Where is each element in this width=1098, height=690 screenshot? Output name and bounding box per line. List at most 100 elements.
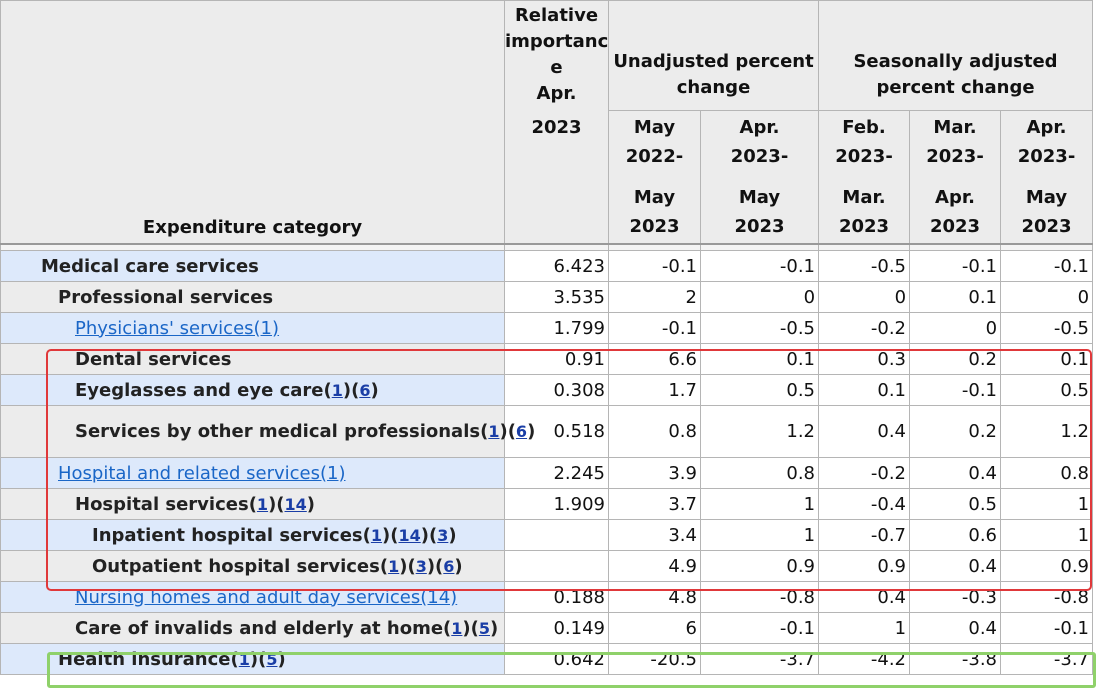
relative-importance-cell: 1.909 <box>504 488 609 520</box>
value-cell: 1.2 <box>1000 405 1094 458</box>
category-cell: Medical care services <box>0 250 505 282</box>
value-cell: 0.4 <box>818 405 911 458</box>
footnote-link[interactable]: 1 <box>451 618 463 638</box>
table-row: Health insurance(1)(5) 0.642 -20.5 -3.7 … <box>0 643 1094 675</box>
category-cell: Health insurance(1)(5) <box>0 643 505 675</box>
period-header: May 2022- May 2023 <box>608 110 701 244</box>
period-header: Apr. 2023- May 2023 <box>699 110 820 244</box>
value-cell: 1 <box>1000 519 1094 551</box>
footnote-link[interactable]: 6 <box>359 380 371 400</box>
value-cell: -0.1 <box>1000 250 1094 282</box>
footnote-link[interactable]: 5 <box>478 618 491 638</box>
expenditure-category-header: Expenditure category <box>0 0 505 244</box>
physicians-services-link[interactable]: Physicians' services(1) <box>75 317 280 339</box>
table-row: Care of invalids and elderly at home(1)(… <box>0 612 1094 644</box>
value-cell: -0.5 <box>1000 312 1094 344</box>
value-cell: 0.5 <box>699 374 820 406</box>
value-cell: -0.1 <box>699 250 820 282</box>
footnote-link[interactable]: 1 <box>238 649 250 669</box>
footnote-link[interactable]: 3 <box>437 525 449 545</box>
period-header: Apr. 2023- May 2023 <box>1000 110 1094 244</box>
relative-importance-cell: 0.642 <box>504 643 609 675</box>
value-cell: 0.6 <box>909 519 1002 551</box>
category-cell: Physicians' services(1) <box>0 312 505 344</box>
value-cell: 0.4 <box>909 612 1002 644</box>
footnote-link[interactable]: 6 <box>443 556 455 576</box>
value-cell: -3.7 <box>699 643 820 675</box>
relative-importance-cell <box>504 519 609 551</box>
table-row: Hospital and related services(1) 2.245 3… <box>0 457 1094 489</box>
relative-importance-cell: 0.188 <box>504 581 609 613</box>
value-cell: 4.9 <box>608 550 701 582</box>
category-cell: Services by other medical professionals(… <box>0 405 535 458</box>
value-cell: 0.2 <box>909 343 1002 375</box>
footnote-link[interactable]: 1 <box>256 494 269 514</box>
value-cell: -0.8 <box>699 581 820 613</box>
category-cell: Professional services <box>0 281 505 313</box>
table-row: Inpatient hospital services(1)(14)(3) 3.… <box>0 519 1094 551</box>
footnote-link[interactable]: 1 <box>370 525 383 545</box>
value-cell: -0.4 <box>818 488 911 520</box>
value-cell: 6 <box>608 612 701 644</box>
value-cell: 1.2 <box>699 405 820 458</box>
value-cell: -0.1 <box>909 374 1002 406</box>
value-cell: 0 <box>818 281 911 313</box>
value-cell: 0.9 <box>1000 550 1094 582</box>
value-cell: -3.8 <box>909 643 1002 675</box>
value-cell: 0.4 <box>818 581 911 613</box>
value-cell: -0.8 <box>1000 581 1094 613</box>
value-cell: 0.5 <box>909 488 1002 520</box>
value-cell: 0 <box>1000 281 1094 313</box>
table-row: Dental services 0.91 6.6 0.1 0.3 0.2 0.1 <box>0 343 1094 375</box>
footnote-link[interactable]: 1 <box>488 422 500 441</box>
footnote-link[interactable]: 5 <box>266 649 278 669</box>
value-cell: 0 <box>909 312 1002 344</box>
category-cell: Hospital and related services(1) <box>0 457 505 489</box>
value-cell: 0.1 <box>1000 343 1094 375</box>
table-row: Services by other medical professionals(… <box>0 405 1094 458</box>
footnote-link[interactable]: 14 <box>284 494 307 514</box>
value-cell: 3.4 <box>608 519 701 551</box>
nursing-homes-link[interactable]: Nursing homes and adult day services(14) <box>75 586 458 608</box>
value-cell: 0.8 <box>1000 457 1094 489</box>
value-cell: -0.7 <box>818 519 911 551</box>
relative-importance-cell: 2.245 <box>504 457 609 489</box>
footnote-link[interactable]: 3 <box>415 556 427 576</box>
value-cell: -0.1 <box>608 312 701 344</box>
value-cell: -0.3 <box>909 581 1002 613</box>
footnote-link[interactable]: 1 <box>388 556 400 576</box>
category-cell: Care of invalids and elderly at home(1)(… <box>0 612 505 644</box>
table-row: Physicians' services(1) 1.799 -0.1 -0.5 … <box>0 312 1094 344</box>
unadjusted-header: Unadjusted percent change <box>607 0 820 111</box>
table-row: Outpatient hospital services(1)(3)(6) 4.… <box>0 550 1094 582</box>
footnote-link[interactable]: 6 <box>515 422 528 441</box>
value-cell: -0.1 <box>608 250 701 282</box>
seasonally-adjusted-header: Seasonally adjusted percent change <box>818 0 1094 111</box>
category-cell: Eyeglasses and eye care(1)(6) <box>0 374 505 406</box>
relative-importance-cell: 1.799 <box>504 312 609 344</box>
header-separator <box>0 242 1094 251</box>
hospital-related-services-link[interactable]: Hospital and related services(1) <box>58 462 346 484</box>
value-cell: -0.5 <box>699 312 820 344</box>
value-cell: 0.8 <box>699 457 820 489</box>
category-cell: Outpatient hospital services(1)(3)(6) <box>0 550 505 582</box>
category-cell: Nursing homes and adult day services(14) <box>0 581 505 613</box>
relative-importance-cell: 0.518 <box>504 405 609 458</box>
value-cell: 2 <box>608 281 701 313</box>
value-cell: 1 <box>1000 488 1094 520</box>
value-cell: -0.5 <box>818 250 911 282</box>
value-cell: 4.8 <box>608 581 701 613</box>
value-cell: 6.6 <box>608 343 701 375</box>
value-cell: 0.3 <box>818 343 911 375</box>
value-cell: 0.8 <box>608 405 701 458</box>
value-cell: 0.5 <box>1000 374 1094 406</box>
relative-importance-header: Relative importanc e Apr. 2023 <box>504 0 609 244</box>
value-cell: -3.7 <box>1000 643 1094 675</box>
footnote-link[interactable]: 14 <box>398 525 421 545</box>
table-row: Hospital services(1)(14) 1.909 3.7 1 -0.… <box>0 488 1094 520</box>
value-cell: 3.9 <box>608 457 701 489</box>
value-cell: 0.2 <box>909 405 1002 458</box>
footnote-link[interactable]: 1 <box>331 380 343 400</box>
cpi-table: Expenditure category Relative importanc … <box>0 0 1094 675</box>
value-cell: 0.9 <box>699 550 820 582</box>
